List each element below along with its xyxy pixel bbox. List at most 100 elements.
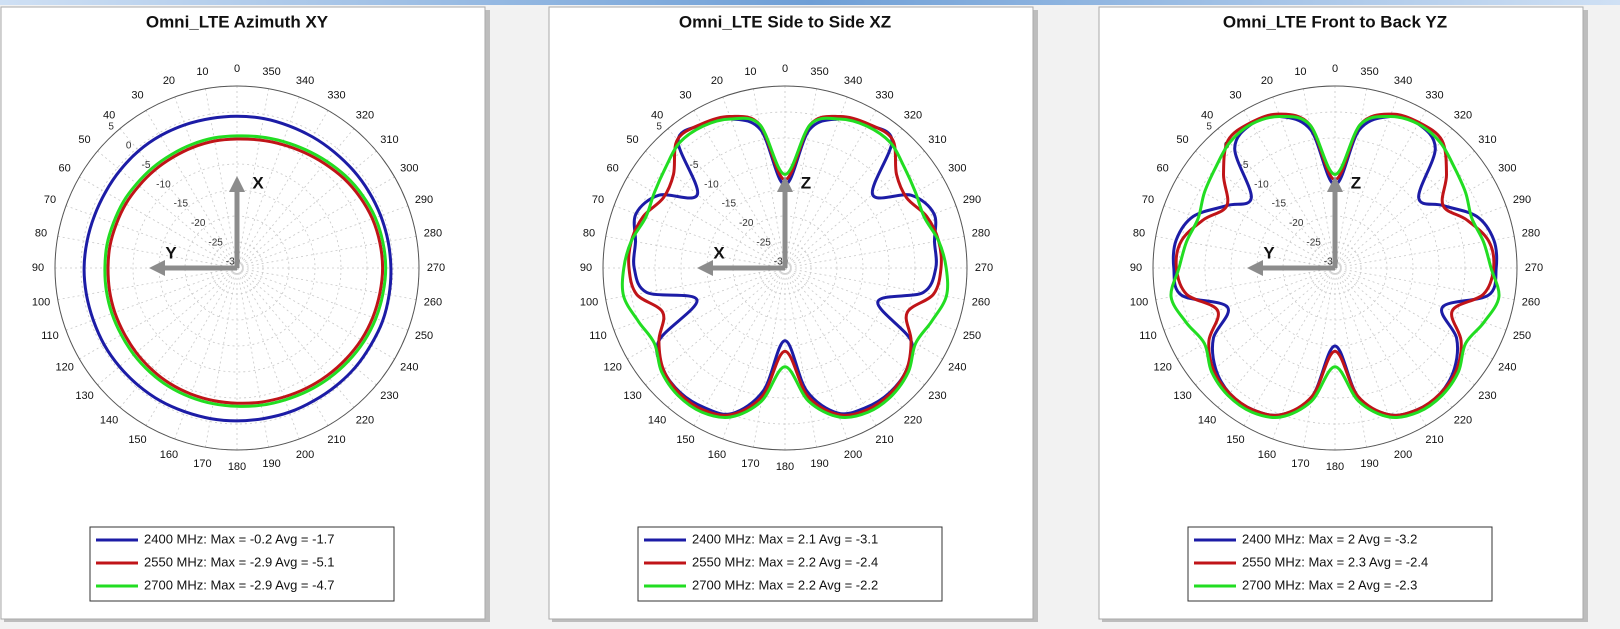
axis-arrow-label: Y [165, 243, 177, 262]
theta-tick-label: 330 [875, 90, 893, 102]
theta-tick-label: 320 [1454, 109, 1472, 121]
r-tick-label: -10 [156, 179, 171, 190]
spoke [784, 267, 877, 426]
theta-tick-label: 230 [928, 390, 946, 402]
axis-arrow-label: Z [801, 173, 811, 192]
theta-tick-label: 270 [427, 262, 445, 274]
theta-tick-label: 180 [228, 461, 246, 473]
spoke [1334, 267, 1507, 331]
theta-tick-label: 130 [623, 390, 641, 402]
theta-tick-label: 30 [131, 90, 143, 102]
theta-tick-label: 30 [1229, 90, 1241, 102]
theta-tick-label: 250 [963, 330, 981, 342]
theta-tick-label: 300 [400, 162, 418, 174]
spoke [1334, 267, 1367, 448]
theta-tick-label: 150 [676, 434, 694, 446]
theta-tick-label: 10 [1294, 66, 1306, 78]
legend-box [637, 526, 943, 602]
theta-tick-label: 180 [776, 461, 794, 473]
theta-tick-label: 140 [1198, 414, 1216, 426]
theta-tick-label: 320 [356, 109, 374, 121]
r-tick-label: -25 [208, 237, 223, 248]
theta-tick-label: 140 [100, 414, 118, 426]
panel [548, 6, 1034, 620]
outer-circle [54, 85, 420, 451]
theta-tick-label: 240 [1498, 361, 1516, 373]
spoke [1334, 267, 1453, 408]
theta-tick-label: 90 [1130, 262, 1142, 274]
spoke [236, 267, 377, 386]
theta-tick-label: 190 [262, 458, 280, 470]
grid-circle [1204, 137, 1466, 399]
theta-tick-label: 280 [424, 227, 442, 239]
theta-tick-label: 190 [1360, 458, 1378, 470]
pattern-line [1169, 114, 1501, 420]
axis-arrow-head [149, 260, 165, 276]
spoke [784, 88, 817, 269]
spoke [784, 267, 817, 448]
r-tick-label: 5 [656, 121, 662, 132]
theta-tick-label: 60 [1157, 162, 1169, 174]
axis-arrow-head [229, 176, 245, 192]
theta-tick-label: 330 [327, 90, 345, 102]
theta-tick-label: 290 [963, 194, 981, 206]
spoke [784, 267, 925, 386]
r-tick-label: -25 [1306, 237, 1321, 248]
theta-tick-label: 40 [651, 109, 663, 121]
spoke [784, 267, 957, 331]
spoke [613, 267, 786, 331]
r-tick-label: -5 [142, 160, 151, 171]
theta-tick-label: 220 [904, 414, 922, 426]
spoke [1334, 88, 1367, 269]
theta-tick-label: 350 [262, 66, 280, 78]
spoke [1272, 267, 1336, 440]
pattern-line [620, 116, 950, 420]
grid-circle [680, 163, 890, 373]
theta-tick-label: 70 [592, 194, 604, 206]
spoke [1272, 96, 1336, 269]
grid-circle [732, 215, 838, 321]
theta-tick-label: 170 [1291, 458, 1309, 470]
legend-label: 2400 MHz: Max = 2 Avg = -3.2 [1242, 531, 1417, 546]
pattern-line [106, 137, 385, 405]
theta-tick-label: 350 [810, 66, 828, 78]
spoke [1334, 128, 1453, 269]
theta-tick-label: 50 [1176, 134, 1188, 146]
r-tick-label: -20 [191, 218, 206, 229]
r-tick-label: -5 [690, 160, 699, 171]
r-tick-label: -25 [756, 237, 771, 248]
spoke [1303, 88, 1336, 269]
grid-circle [80, 111, 394, 425]
r-tick-label: -20 [1289, 218, 1304, 229]
theta-tick-label: 210 [327, 434, 345, 446]
theta-tick-label: 270 [1525, 262, 1543, 274]
theta-tick-label: 120 [603, 361, 621, 373]
theta-tick-label: 20 [711, 75, 723, 87]
spoke [1195, 267, 1336, 386]
spoke [1334, 150, 1475, 269]
legend-label: 2700 MHz: Max = 2.2 Avg = -2.2 [692, 577, 878, 592]
spoke [1303, 267, 1336, 448]
theta-tick-label: 240 [948, 361, 966, 373]
grid-circle [1230, 163, 1440, 373]
spoke [236, 267, 329, 426]
theta-tick-label: 0 [782, 63, 788, 75]
legend-box [89, 526, 395, 602]
spoke [1243, 110, 1336, 269]
pattern-line [82, 114, 393, 423]
theta-tick-label: 70 [1142, 194, 1154, 206]
theta-tick-label: 140 [648, 414, 666, 426]
grid-circle [132, 163, 342, 373]
theta-tick-label: 80 [583, 227, 595, 239]
r-tick-label: -15 [722, 199, 737, 210]
spoke [784, 96, 848, 269]
chart-title: Omni_LTE Side to Side XZ [679, 12, 891, 31]
spoke [784, 150, 925, 269]
r-tick-label: 5 [1206, 121, 1212, 132]
theta-tick-label: 170 [741, 458, 759, 470]
r-tick-label: -30 [1324, 257, 1339, 268]
theta-tick-label: 20 [1261, 75, 1273, 87]
theta-tick-label: 330 [1425, 90, 1443, 102]
theta-tick-label: 210 [1425, 434, 1443, 446]
grid-circle [654, 137, 916, 399]
